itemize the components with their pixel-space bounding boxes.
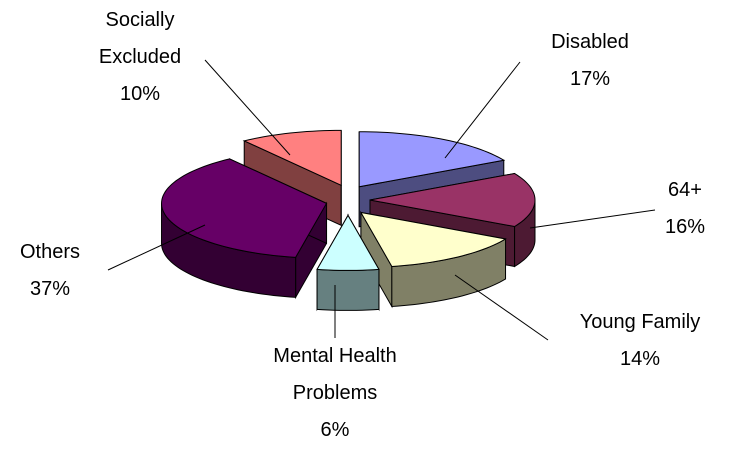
slice-outer-wall xyxy=(316,268,380,311)
category-label: Socially Excluded xyxy=(98,9,182,68)
value-label: 37% xyxy=(29,278,71,300)
slice-top xyxy=(242,129,342,187)
pie-slice xyxy=(316,213,380,312)
pie-slice xyxy=(161,158,328,300)
slice-label: Young Family 14% xyxy=(575,304,705,378)
value-label: 14% xyxy=(619,348,661,370)
slice-label: Socially Excluded 10% xyxy=(75,2,205,113)
value-label: 10% xyxy=(119,83,161,105)
leader-line xyxy=(107,224,206,271)
leader-line xyxy=(444,61,521,159)
slice-label: Others 37% xyxy=(0,234,115,308)
value-label: 17% xyxy=(569,68,611,90)
slice-label: Disabled 17% xyxy=(525,24,655,98)
slice-top xyxy=(316,214,380,271)
value-label: 16% xyxy=(664,216,706,238)
slice-top xyxy=(161,158,328,258)
slice-top xyxy=(359,211,507,268)
category-label: Young Family xyxy=(579,311,701,333)
category-label: Others xyxy=(19,241,81,263)
slice-label: 64+ 16% xyxy=(620,172,740,246)
pie-slice xyxy=(359,210,507,309)
slice-top xyxy=(358,131,506,188)
category-label: Mental Health Problems xyxy=(273,345,397,404)
leader-line xyxy=(529,209,656,229)
category-label: Disabled xyxy=(551,31,629,53)
category-label: 64+ xyxy=(668,179,702,201)
value-label: 6% xyxy=(320,419,350,441)
leader-line xyxy=(204,59,291,156)
slice-label: Mental Health Problems 6% xyxy=(235,338,435,449)
leader-line xyxy=(454,274,549,341)
slice-top xyxy=(369,172,536,228)
